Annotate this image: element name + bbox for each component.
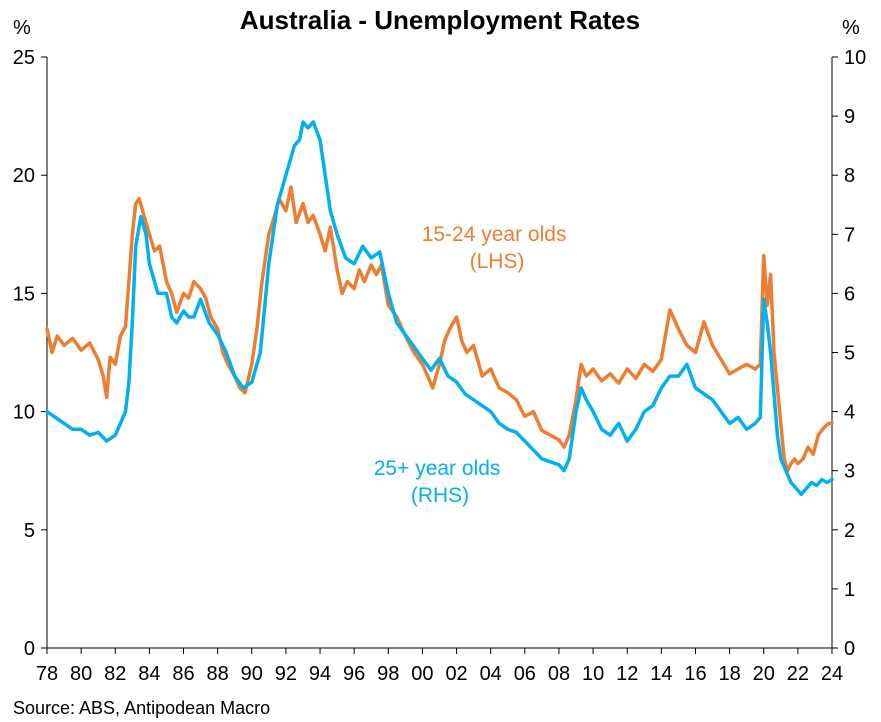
right-tick-label: 0 [844, 638, 855, 660]
left-axis-unit: % [13, 17, 31, 39]
right-tick-label: 8 [844, 165, 855, 187]
x-tick-label: 08 [548, 663, 570, 685]
series-label-youth-line1: 15-24 year olds [422, 223, 567, 246]
x-tick-label: 20 [753, 663, 775, 685]
x-axis: 78 80 82 84 86 88 90 92 94 96 98 00 02 04 06 08 10 12 14 16… [36, 647, 843, 685]
right-tick-label: 5 [844, 343, 855, 365]
x-tick-label: 04 [480, 663, 502, 685]
left-axis: 0 5 10 15 20 25 [13, 47, 48, 660]
left-tick-label: 10 [13, 402, 35, 424]
x-tick-label: 90 [241, 663, 263, 685]
x-tick-label: 10 [582, 663, 604, 685]
x-tick-label: 78 [36, 663, 58, 685]
series-label-adult-line1: 25+ year olds [374, 457, 501, 480]
right-axis-unit: % [842, 17, 860, 39]
series-label-youth: 15-24 year olds (LHS) [422, 223, 573, 273]
x-tick-label: 98 [377, 663, 399, 685]
series-label-adult-line2: (RHS) [411, 484, 469, 507]
left-tick-label: 0 [24, 638, 35, 660]
x-tick-label: 82 [104, 663, 126, 685]
left-tick-label: 5 [24, 520, 35, 542]
x-tick-label: 86 [172, 663, 194, 685]
x-tick-label: 80 [70, 663, 92, 685]
right-axis: 0 1 2 3 4 5 6 7 8 9 10 [831, 47, 866, 660]
right-tick-label: 6 [844, 283, 855, 305]
series-lines [45, 120, 834, 497]
right-tick-label: 9 [844, 106, 855, 128]
chart-title: Australia - Unemployment Rates [240, 5, 640, 35]
series-line-youth [45, 185, 834, 473]
left-tick-label: 25 [13, 47, 35, 69]
x-tick-label: 00 [411, 663, 433, 685]
right-tick-label: 1 [844, 579, 855, 601]
right-tick-label: 3 [844, 461, 855, 483]
x-tick-label: 88 [207, 663, 229, 685]
x-tick-label: 24 [821, 663, 843, 685]
series-label-youth-line2: (LHS) [470, 250, 525, 273]
x-tick-label: 16 [684, 663, 706, 685]
x-tick-label: 94 [309, 663, 331, 685]
series-label-adult: 25+ year olds (RHS) [374, 457, 507, 507]
source-note: Source: ABS, Antipodean Macro [13, 698, 270, 718]
left-tick-label: 20 [13, 165, 35, 187]
right-tick-label: 10 [844, 47, 866, 69]
x-tick-label: 92 [275, 663, 297, 685]
left-tick-label: 15 [13, 283, 35, 305]
x-tick-label: 96 [343, 663, 365, 685]
right-tick-label: 7 [844, 224, 855, 246]
x-tick-label: 22 [787, 663, 809, 685]
x-tick-label: 14 [650, 663, 672, 685]
x-tick-label: 18 [718, 663, 740, 685]
right-tick-label: 2 [844, 520, 855, 542]
x-tick-label: 84 [138, 663, 160, 685]
x-tick-label: 06 [514, 663, 536, 685]
x-tick-label: 12 [616, 663, 638, 685]
right-tick-label: 4 [844, 402, 855, 424]
x-tick-label: 02 [445, 663, 467, 685]
series-line-adult [45, 120, 834, 497]
